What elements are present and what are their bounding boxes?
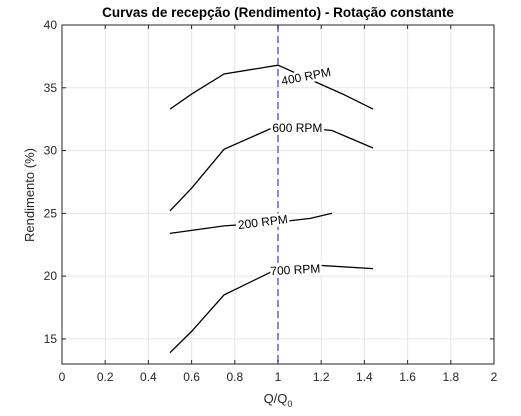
y-tick-label: 15: [44, 332, 58, 346]
tick-layer: 0 0.2 0.4 0.6 0.8 1 1.2 1.4 1.6 1.8 2 15 20 25 30 35 40: [44, 18, 498, 384]
chart-title: Curvas de recepção (Rendimento) - Rotaçã…: [102, 5, 454, 20]
series-label-group: 700 RPM: [267, 259, 323, 281]
x-tick-label: 1.8: [442, 370, 459, 384]
x-tick-label: 1.2: [313, 370, 330, 384]
x-tick-label: 2: [491, 370, 498, 384]
x-axis-label: Q/Q0: [264, 391, 293, 409]
x-axis-label-subscript: 0: [287, 399, 292, 409]
series-layer: [169, 64, 374, 354]
y-tick-label: 40: [44, 18, 58, 32]
series-line-600-rpm: [169, 124, 374, 212]
series-line-400-rpm: [169, 64, 374, 110]
y-tick-label: 20: [44, 269, 58, 283]
x-tick-label: 0.4: [140, 370, 157, 384]
series-line-200-rpm: [169, 212, 333, 235]
y-tick-label: 35: [44, 81, 58, 95]
series-line-700-rpm: [169, 264, 374, 354]
series-label: 700 RPM: [270, 262, 321, 279]
x-axis-label-main: Q/Q: [264, 391, 288, 406]
x-tick-label: 0.8: [226, 370, 243, 384]
y-tick-label: 30: [44, 144, 58, 158]
x-tick-label: 1.4: [356, 370, 373, 384]
x-tick-label: 0.2: [97, 370, 114, 384]
y-axis-label: Rendimento (%): [22, 148, 37, 242]
x-tick-label: 1: [275, 370, 282, 384]
x-tick-label: 0.6: [183, 370, 200, 384]
y-tick-label: 25: [44, 206, 58, 220]
x-tick-label: 1.6: [399, 370, 416, 384]
series-label: 600 RPM: [272, 121, 322, 135]
series-label-group: 600 RPM: [270, 119, 325, 138]
x-tick-label: 0: [59, 370, 66, 384]
